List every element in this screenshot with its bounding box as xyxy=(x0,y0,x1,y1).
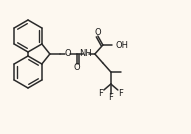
Text: F: F xyxy=(98,90,103,98)
Text: O: O xyxy=(95,28,101,37)
Text: NH: NH xyxy=(79,49,92,59)
Text: O: O xyxy=(65,49,71,59)
Text: OH: OH xyxy=(116,40,129,49)
Text: O: O xyxy=(74,63,80,72)
Text: F: F xyxy=(108,94,113,103)
Text: F: F xyxy=(118,90,123,98)
